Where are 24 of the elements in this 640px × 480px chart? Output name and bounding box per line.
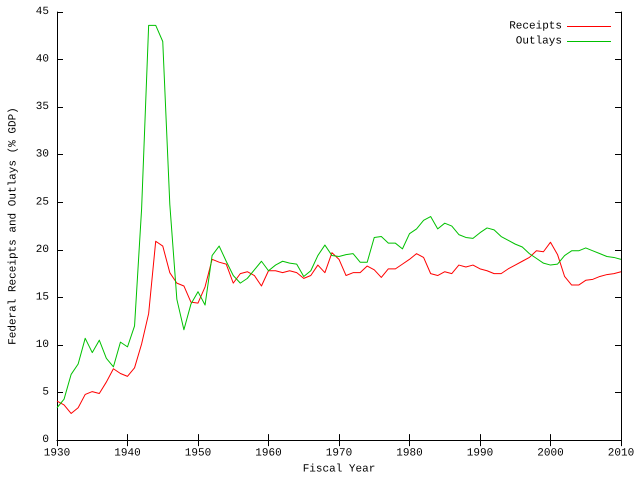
x-tick-label: 1980 xyxy=(396,448,423,460)
y-tick-label: 25 xyxy=(36,196,49,208)
x-tick-label: 1990 xyxy=(466,448,494,460)
x-tick-label: 1970 xyxy=(326,448,352,460)
y-tick-label: 45 xyxy=(36,6,49,18)
x-tick-label: 1950 xyxy=(184,448,212,460)
x-axis-title: Fiscal Year xyxy=(302,464,376,476)
legend-label: Outlays xyxy=(516,36,562,48)
y-tick-label: 35 xyxy=(36,101,49,114)
x-tick-label: 1940 xyxy=(114,448,141,460)
legend-label: Receipts xyxy=(509,20,562,32)
y-tick-label: 30 xyxy=(36,148,49,161)
y-tick-label: 5 xyxy=(42,386,49,399)
line-series xyxy=(56,240,622,414)
x-tick-label: 2000 xyxy=(537,448,564,460)
y-tick-label: 0 xyxy=(42,434,49,446)
y-axis-title: Federal Receipts and Outlays (% GDP) xyxy=(8,107,20,345)
y-tick-label: 10 xyxy=(36,338,49,351)
y-tick-label: 15 xyxy=(36,291,49,304)
y-tick-label: 40 xyxy=(36,54,49,66)
x-tick-label: 2010 xyxy=(608,448,634,460)
y-tick-label: 20 xyxy=(36,244,49,256)
x-tick-label: 1960 xyxy=(255,448,282,460)
x-tick-label: 1930 xyxy=(44,448,70,460)
